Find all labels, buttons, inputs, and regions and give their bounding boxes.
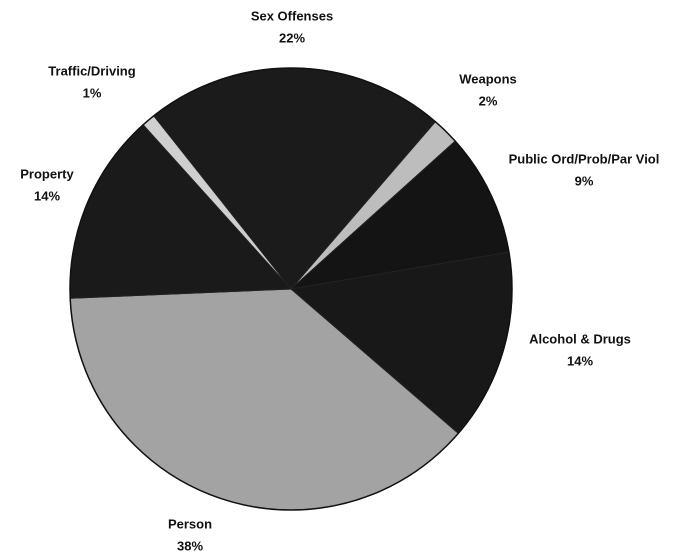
slice-label: Public Ord/Prob/Par Viol (509, 151, 660, 166)
slice-value-label: 14% (567, 353, 593, 368)
slice-value-label: 1% (83, 85, 102, 100)
slice-label: Sex Offenses (251, 8, 333, 23)
slice-label: Weapons (459, 71, 517, 86)
slice-label: Traffic/Driving (48, 63, 135, 78)
slice-label: Property (20, 166, 74, 181)
slice-label: Alcohol & Drugs (529, 331, 631, 346)
slice-value-label: 9% (575, 173, 594, 188)
slice-value-label: 14% (34, 188, 60, 203)
slice-label: Person (168, 516, 212, 531)
slice-value-label: 22% (279, 30, 305, 45)
pie-outline (69, 67, 513, 511)
slice-value-label: 38% (177, 538, 203, 553)
slice-value-label: 2% (479, 93, 498, 108)
